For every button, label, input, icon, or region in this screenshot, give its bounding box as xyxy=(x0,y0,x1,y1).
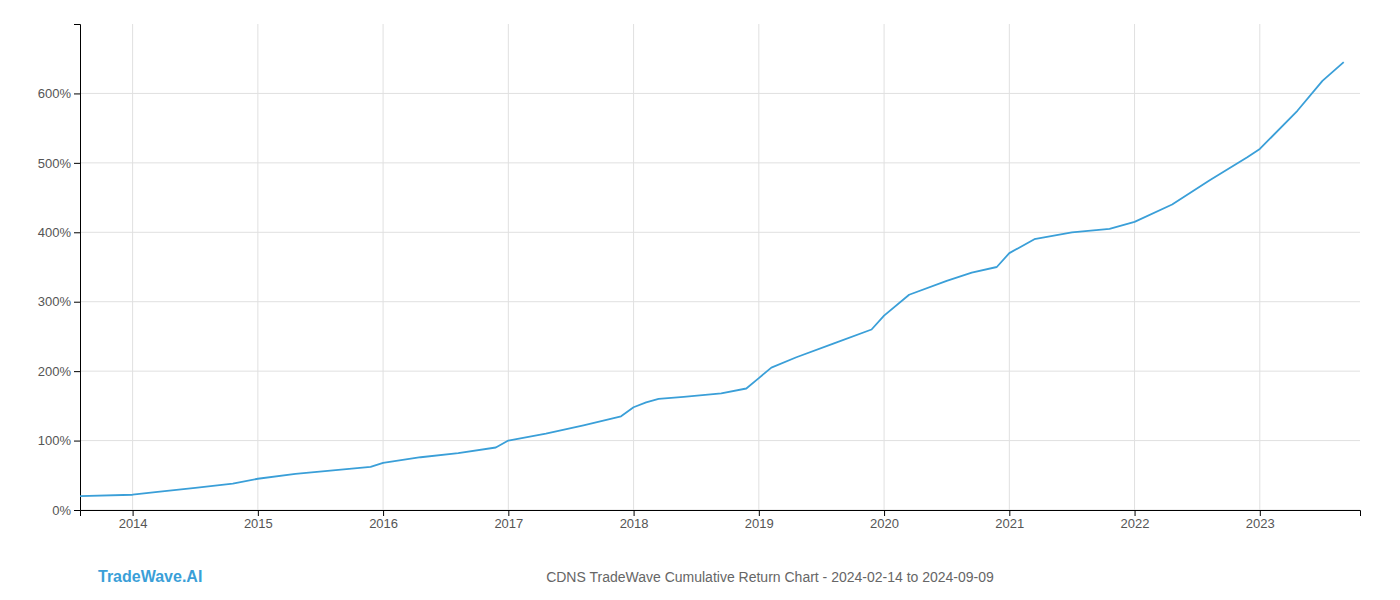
y-tick: 600% xyxy=(38,86,80,101)
x-tick: 2020 xyxy=(870,510,899,531)
x-tick-mark xyxy=(508,510,509,516)
x-tick-label: 2022 xyxy=(1121,516,1150,531)
chart: 2014 2015 2016 2017 2018 2019 2020 2021 2022 2023… xyxy=(0,0,1400,600)
x-tick: 2014 xyxy=(119,510,148,531)
annotation: TradeWave.AI xyxy=(98,568,202,585)
x-axis: 2014 2015 2016 2017 2018 2019 2020 2021 2022 2023 xyxy=(81,510,1361,531)
x-tick: 2018 xyxy=(620,510,649,531)
y-tick-mark xyxy=(74,371,80,372)
x-tick: 2019 xyxy=(745,510,774,531)
x-tick-label: 2016 xyxy=(369,516,398,531)
y-tick: 400% xyxy=(38,225,80,240)
grid-line xyxy=(80,232,1360,233)
x-tick-label: 2020 xyxy=(870,516,899,531)
y-tick-mark xyxy=(74,441,80,442)
x-tick-mark xyxy=(1135,510,1136,516)
x-tick-label: 2019 xyxy=(745,516,774,531)
x-tick-mark xyxy=(1260,510,1261,516)
y-tick-mark xyxy=(74,163,80,164)
x-tick: 2017 xyxy=(494,510,523,531)
y-axis: 0% 100% 200% 300% 400% 500% 600% xyxy=(38,25,81,518)
y-tick-mark xyxy=(74,510,80,511)
y-tick-mark xyxy=(74,232,80,233)
grid-line xyxy=(80,301,1360,302)
grid-line xyxy=(132,24,133,510)
x-tick-mark xyxy=(884,510,885,516)
grid-line xyxy=(257,24,258,510)
plot: 2014 2015 2016 2017 2018 2019 2020 2021 2022 2023… xyxy=(38,24,1361,531)
x-tick: 2021 xyxy=(995,510,1024,531)
title: CDNS TradeWave Cumulative Return Chart -… xyxy=(546,569,994,585)
grid-line xyxy=(80,93,1360,94)
marks xyxy=(80,62,1344,496)
grid-line xyxy=(1259,24,1260,510)
grid-line xyxy=(80,162,1360,163)
y-tick-mark xyxy=(74,302,80,303)
y-tick-label: 600% xyxy=(38,86,72,101)
y-tick: 0% xyxy=(52,503,80,518)
y-tick: 300% xyxy=(38,294,80,309)
x-tick: 2016 xyxy=(369,510,398,531)
line xyxy=(80,62,1344,496)
x-tick-label: 2021 xyxy=(995,516,1024,531)
x-tick-mark xyxy=(133,510,134,516)
grid-line xyxy=(1134,24,1135,510)
x-tick-mark xyxy=(258,510,259,516)
y-tick-label: 400% xyxy=(38,225,72,240)
y-tick: 500% xyxy=(38,156,80,171)
y-tick-label: 0% xyxy=(52,503,71,518)
x-axis-line xyxy=(81,511,1361,517)
y-tick-label: 300% xyxy=(38,294,72,309)
grid-line xyxy=(1009,24,1010,510)
y-axis-line xyxy=(74,25,81,511)
y-tick-label: 200% xyxy=(38,364,72,379)
grid-line xyxy=(884,24,885,510)
x-tick: 2022 xyxy=(1121,510,1150,531)
y-tick: 100% xyxy=(38,433,80,448)
y-tick-label: 500% xyxy=(38,156,72,171)
grid-line xyxy=(80,371,1360,372)
x-tick-mark xyxy=(759,510,760,516)
grid-line xyxy=(383,24,384,510)
y-tick-label: 100% xyxy=(38,433,72,448)
x-tick-label: 2014 xyxy=(119,516,148,531)
x-tick-mark xyxy=(634,510,635,516)
x-tick-mark xyxy=(383,510,384,516)
x-tick-mark xyxy=(1009,510,1010,516)
x-tick-label: 2017 xyxy=(494,516,523,531)
x-tick-label: 2015 xyxy=(244,516,273,531)
x-tick: 2023 xyxy=(1246,510,1275,531)
grid-line xyxy=(508,24,509,510)
y-tick: 200% xyxy=(38,364,80,379)
grid-line xyxy=(633,24,634,510)
grid-line xyxy=(758,24,759,510)
x-tick-label: 2023 xyxy=(1246,516,1275,531)
grid-line xyxy=(80,440,1360,441)
y-tick-mark xyxy=(74,93,80,94)
x-tick-label: 2018 xyxy=(620,516,649,531)
grid xyxy=(80,24,1360,510)
x-tick: 2015 xyxy=(244,510,273,531)
